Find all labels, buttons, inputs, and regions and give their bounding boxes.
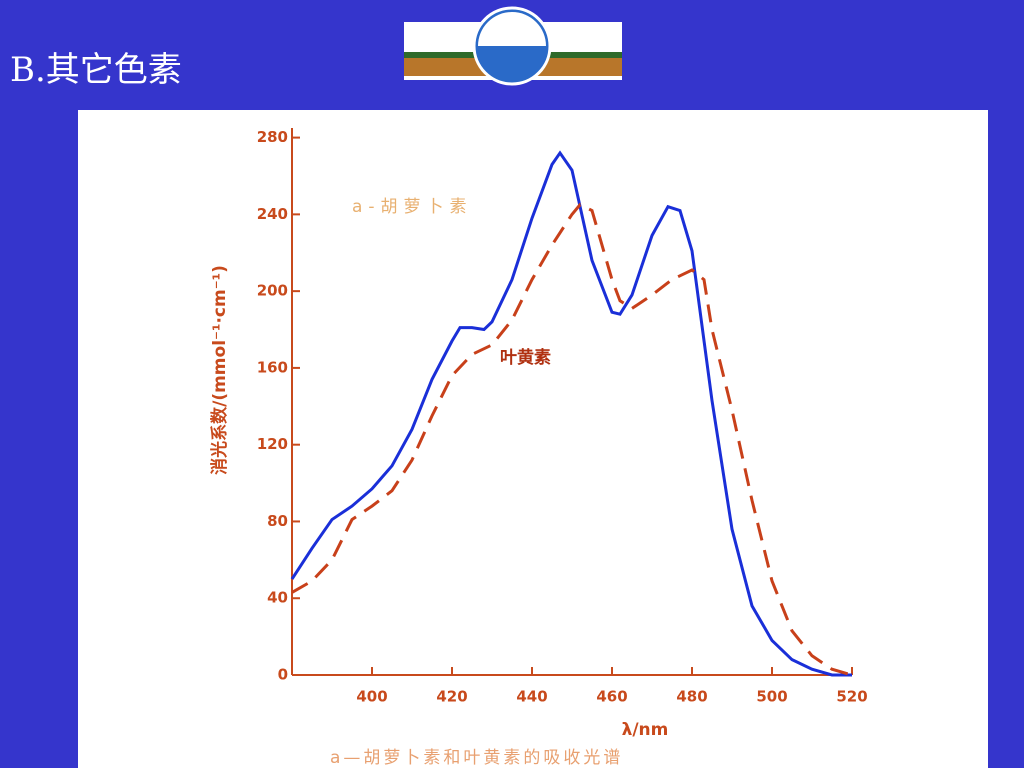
series-label: 叶黄素 <box>500 347 551 368</box>
x-tick-label: 400 <box>356 688 387 706</box>
y-tick-label: 200 <box>257 282 288 300</box>
caption: a—胡萝卜素和叶黄素的吸收光谱 <box>330 748 623 768</box>
x-tick-label: 460 <box>596 688 627 706</box>
y-tick-label: 160 <box>257 358 288 376</box>
x-tick-label: 520 <box>836 688 867 706</box>
series-line <box>290 150 852 677</box>
y-tick-label: 80 <box>267 512 288 530</box>
y-tick-label: 40 <box>267 589 288 607</box>
series-label: a-胡萝卜素 <box>352 197 473 217</box>
series-line <box>291 202 853 677</box>
y-tick-label: 120 <box>257 435 288 453</box>
x-axis-label: λ/nm <box>622 720 669 740</box>
x-tick-label: 440 <box>516 688 547 706</box>
y-tick-label: 280 <box>257 128 288 146</box>
slide-title: B.其它色素 <box>10 50 182 90</box>
y-tick-label: 240 <box>257 205 288 223</box>
y-tick-label: 0 <box>278 666 288 684</box>
logo <box>404 6 622 86</box>
x-tick-label: 480 <box>676 688 707 706</box>
y-axis-label: 消光系数/(mmol⁻¹·cm⁻¹) <box>209 265 230 475</box>
x-tick-label: 420 <box>436 688 467 706</box>
x-tick-label: 500 <box>756 688 787 706</box>
